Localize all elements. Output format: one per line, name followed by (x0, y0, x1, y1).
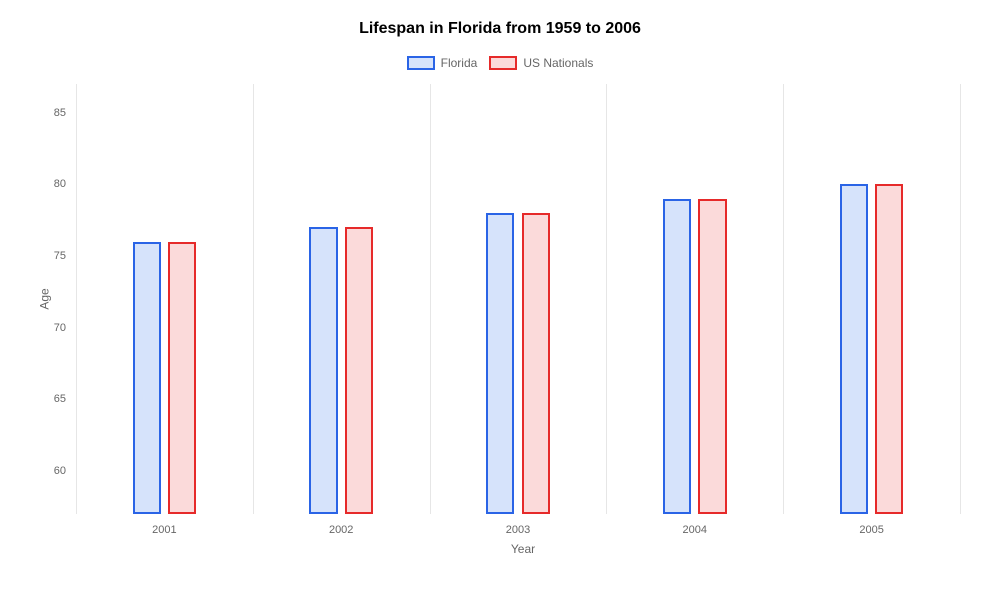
chart-title: Lifespan in Florida from 1959 to 2006 (30, 20, 970, 38)
x-tick-label: 2004 (683, 524, 707, 536)
bar-florida (309, 227, 337, 514)
y-tick-label: 65 (54, 393, 66, 405)
y-tick-label: 80 (54, 178, 66, 190)
x-tick-label: 2005 (859, 524, 883, 536)
bar-us-nationals (698, 199, 726, 514)
x-tick-label: 2001 (152, 524, 176, 536)
bar-us-nationals (168, 242, 196, 514)
legend-swatch-florida (407, 56, 435, 70)
legend-item-us-nationals: US Nationals (489, 56, 593, 70)
legend-item-florida: Florida (407, 56, 478, 70)
bar-florida (840, 184, 868, 514)
bar-us-nationals (522, 213, 550, 514)
plot-area: 60657075808520012002200320042005 (76, 84, 960, 514)
x-tick-label: 2002 (329, 524, 353, 536)
bars-layer (76, 84, 960, 514)
y-tick-label: 85 (54, 107, 66, 119)
legend-label-florida: Florida (441, 56, 478, 70)
x-axis-label: Year (76, 542, 970, 556)
bar-florida (663, 199, 691, 514)
y-tick-label: 60 (54, 465, 66, 477)
legend-label-us-nationals: US Nationals (523, 56, 593, 70)
plot-wrap: Age 60657075808520012002200320042005 (76, 84, 960, 514)
y-tick-label: 70 (54, 322, 66, 334)
chart-container: Lifespan in Florida from 1959 to 2006 Fl… (0, 0, 1000, 600)
legend: Florida US Nationals (30, 56, 970, 70)
x-tick-label: 2003 (506, 524, 530, 536)
bar-florida (486, 213, 514, 514)
legend-swatch-us-nationals (489, 56, 517, 70)
bar-us-nationals (345, 227, 373, 514)
bar-florida (133, 242, 161, 514)
y-axis-label: Age (38, 288, 52, 309)
y-tick-label: 75 (54, 250, 66, 262)
gridline (960, 84, 961, 514)
bar-us-nationals (875, 184, 903, 514)
